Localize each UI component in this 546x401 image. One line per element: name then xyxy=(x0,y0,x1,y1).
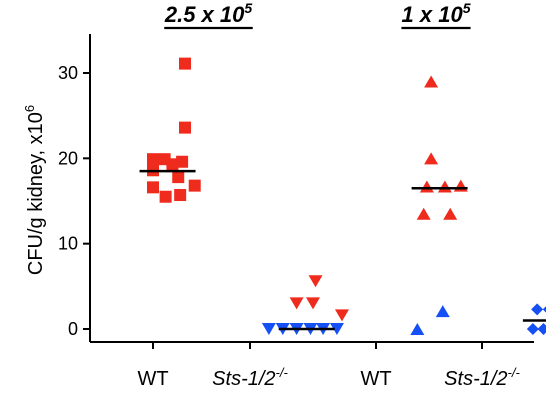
data-points xyxy=(147,57,546,335)
data-point-triangle-down xyxy=(289,297,304,310)
dose-header: 2.5 x 105 xyxy=(164,0,253,27)
dose-header-superscript: 5 xyxy=(244,0,252,16)
data-point-square xyxy=(159,190,172,203)
x-tick-label-text: Sts-1/2 xyxy=(212,368,275,390)
x-tick-label-superscript: -/- xyxy=(508,365,521,380)
dose-header-text: 1 x 10 xyxy=(402,2,464,27)
x-tick-label: Sts-1/2-/- xyxy=(444,365,520,390)
x-tick-label-text: WT xyxy=(360,368,391,390)
data-point-diamond xyxy=(526,323,539,335)
labels: WT Sts-1/2-/- WT Sts-1/2-/-CFU/g kidney, x1… xyxy=(22,0,520,390)
data-point-triangle-up xyxy=(443,207,458,220)
data-point-square xyxy=(166,158,179,171)
data-point-diamond xyxy=(537,323,546,335)
data-point-triangle-up xyxy=(424,75,439,88)
y-axis-label-text: CFU/g kidney, x10 xyxy=(25,112,47,275)
data-point-triangle-down xyxy=(306,297,320,310)
dose-header-superscript: 5 xyxy=(463,0,471,16)
x-tick-label: WT xyxy=(137,368,168,390)
x-tick-label-text: Sts-1/2 xyxy=(444,368,507,390)
data-point-square xyxy=(147,153,159,166)
data-point-triangle-up xyxy=(437,180,452,193)
data-point-triangle-down xyxy=(308,275,323,288)
y-axis-label: CFU/g kidney, x106 xyxy=(22,105,47,275)
data-point-triangle-down xyxy=(261,323,276,335)
data-point-triangle-up xyxy=(435,305,450,318)
data-point-triangle-down xyxy=(334,309,349,322)
data-point-square xyxy=(172,171,185,184)
axes: 0 10 20 30 xyxy=(58,34,534,349)
data-point-square xyxy=(179,121,192,134)
data-point-square xyxy=(176,155,189,168)
median-lines xyxy=(139,169,546,331)
data-point-triangle-up xyxy=(419,180,434,193)
data-point-square xyxy=(174,189,187,202)
y-tick-label: 20 xyxy=(58,148,78,168)
data-point-triangle-down xyxy=(329,323,344,335)
x-tick-label: WT xyxy=(360,368,391,390)
data-point-triangle-up xyxy=(453,179,468,192)
data-point-triangle-up xyxy=(416,207,431,220)
x-tick-label-text: WT xyxy=(137,368,168,390)
x-tick-label: Sts-1/2-/- xyxy=(212,365,288,390)
data-point-diamond xyxy=(531,303,544,316)
data-point-triangle-up xyxy=(424,152,439,165)
x-tick-label-superscript: -/- xyxy=(276,365,289,380)
data-point-triangle-up xyxy=(410,323,425,335)
data-point-diamond xyxy=(542,306,546,313)
dose-header-text: 2.5 x 10 xyxy=(164,2,245,27)
y-tick-label: 30 xyxy=(58,63,78,83)
dose-header: 1 x 105 xyxy=(402,0,471,27)
y-tick-label: 0 xyxy=(68,319,78,339)
y-axis-label-superscript: 6 xyxy=(22,105,37,112)
data-point-square xyxy=(179,57,192,70)
data-point-square xyxy=(188,179,201,192)
data-point-square xyxy=(147,181,159,194)
y-tick-label: 10 xyxy=(58,234,78,254)
